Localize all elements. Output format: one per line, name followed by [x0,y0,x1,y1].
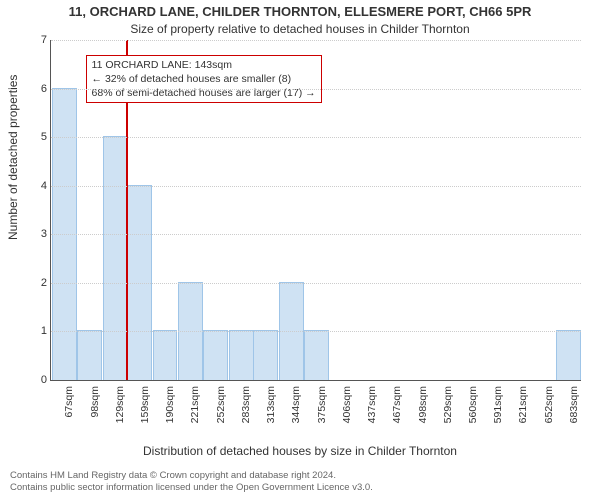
y-tick-label: 6 [27,83,47,95]
grid-line [51,40,581,41]
callout-line-2: ← 32% of detached houses are smaller (8) [92,72,316,86]
y-tick-label: 2 [27,277,47,289]
x-tick-label: 498sqm [417,384,429,423]
y-tick-label: 7 [27,34,47,46]
bar [229,330,254,380]
grid-line [51,137,581,138]
bar [203,330,228,380]
subtitle: Size of property relative to detached ho… [0,22,600,36]
x-tick-label: 529sqm [442,384,454,423]
y-tick-label: 3 [27,228,47,240]
x-tick-label: 683sqm [568,384,580,423]
x-tick-label: 621sqm [517,384,529,423]
x-tick-label: 313sqm [265,384,277,423]
bar [103,136,128,380]
x-tick-label: 652sqm [543,384,555,423]
bar [153,330,178,380]
grid-line [51,186,581,187]
footnote: Contains HM Land Registry data © Crown c… [10,470,373,494]
callout-line-1: 11 ORCHARD LANE: 143sqm [92,58,316,72]
x-tick-label: 375sqm [316,384,328,423]
y-axis-label: Number of detached properties [6,75,20,240]
x-tick-label: 467sqm [391,384,403,423]
footnote-line-1: Contains HM Land Registry data © Crown c… [10,470,373,482]
x-tick-label: 344sqm [290,384,302,423]
bar [253,330,278,380]
chart-plot-area: 11 ORCHARD LANE: 143sqm ← 32% of detache… [50,40,581,381]
callout-box: 11 ORCHARD LANE: 143sqm ← 32% of detache… [86,55,322,104]
x-tick-label: 221sqm [189,384,201,423]
footnote-line-2: Contains public sector information licen… [10,482,373,494]
grid-line [51,283,581,284]
x-tick-label: 437sqm [366,384,378,423]
x-tick-label: 159sqm [139,384,151,423]
x-tick-label: 560sqm [467,384,479,423]
grid-line [51,234,581,235]
bar [556,330,581,380]
page-title: 11, ORCHARD LANE, CHILDER THORNTON, ELLE… [0,4,600,19]
x-tick-label: 252sqm [215,384,227,423]
bar [304,330,329,380]
x-tick-label: 406sqm [341,384,353,423]
y-tick-label: 0 [27,374,47,386]
x-tick-label: 283sqm [240,384,252,423]
grid-line [51,331,581,332]
x-axis-label: Distribution of detached houses by size … [0,444,600,458]
grid-line [51,89,581,90]
x-tick-label: 98sqm [89,384,101,418]
y-tick-label: 5 [27,131,47,143]
x-tick-label: 129sqm [114,384,126,423]
bar [77,330,102,380]
x-tick-label: 190sqm [164,384,176,423]
y-tick-label: 1 [27,325,47,337]
y-tick-label: 4 [27,180,47,192]
x-tick-label: 591sqm [492,384,504,423]
x-tick-label: 67sqm [63,384,75,418]
